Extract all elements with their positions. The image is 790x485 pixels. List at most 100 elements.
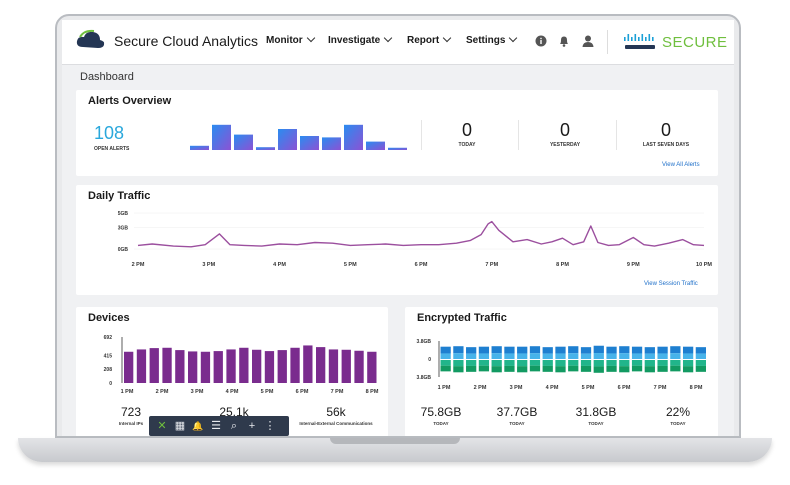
alerts-mini-bar[interactable] (190, 145, 209, 150)
enc-bar-lower-dark[interactable] (619, 366, 630, 373)
enc-bar-upper[interactable] (478, 346, 490, 354)
enc-bar-upper[interactable] (440, 346, 451, 354)
devices-bar[interactable] (200, 351, 211, 383)
devices-bar[interactable] (175, 350, 185, 383)
enc-bar-upper-light[interactable] (453, 353, 464, 359)
alerts-mini-bar[interactable] (366, 141, 385, 150)
close-x-icon[interactable]: ✕ (157, 420, 167, 432)
enc-bar-upper[interactable] (580, 347, 592, 354)
alerts-mini-bar[interactable] (212, 124, 231, 150)
enc-bar-lower[interactable] (453, 360, 464, 367)
enc-bar-upper[interactable] (593, 345, 604, 354)
devices-bar[interactable] (124, 351, 134, 383)
open-alerts-count[interactable]: 108 (94, 123, 125, 143)
enc-bar-upper-light[interactable] (529, 353, 541, 359)
nav-investigate[interactable]: Investigate (328, 33, 393, 46)
enc-bar-upper-light[interactable] (440, 353, 451, 359)
devices-bar[interactable] (188, 351, 198, 383)
enc-bar-lower[interactable] (631, 360, 643, 366)
enc-bar-lower-dark[interactable] (644, 366, 655, 373)
enc-bar-lower[interactable] (491, 360, 502, 367)
enc-bar-upper-light[interactable] (517, 353, 528, 359)
enc-bar-upper-light[interactable] (542, 353, 553, 359)
devices-bar[interactable] (213, 351, 223, 383)
enc-bar-lower[interactable] (466, 360, 477, 366)
devices-bar[interactable] (328, 349, 339, 383)
enc-bar-lower-dark[interactable] (682, 366, 694, 373)
enc-bar-lower-dark[interactable] (555, 366, 566, 373)
nav-settings[interactable]: Settings (466, 33, 518, 46)
enc-bar-lower[interactable] (695, 360, 706, 366)
enc-bar-upper[interactable] (568, 346, 579, 354)
enc-bar-lower-dark[interactable] (593, 366, 604, 373)
enc-bar-upper[interactable] (682, 346, 694, 354)
enc-bar-lower[interactable] (478, 360, 490, 366)
enc-bar-upper-light[interactable] (580, 353, 592, 359)
enc-bar-lower-dark[interactable] (542, 365, 553, 372)
enc-bar-upper[interactable] (517, 346, 528, 354)
enc-bar-lower-dark[interactable] (580, 365, 592, 372)
grid-icon[interactable]: ▦ (174, 420, 186, 432)
alerts-mini-bar[interactable] (300, 136, 319, 150)
enc-bar-lower-dark[interactable] (529, 365, 541, 372)
devices-bar[interactable] (264, 351, 275, 383)
enc-bar-upper[interactable] (657, 346, 668, 354)
enc-bar-lower[interactable] (440, 360, 451, 366)
devices-bar[interactable] (354, 350, 364, 383)
enc-bar-lower-dark[interactable] (478, 365, 490, 372)
enc-bar-upper-light[interactable] (619, 353, 630, 359)
enc-bar-lower-dark[interactable] (606, 365, 617, 372)
enc-bar-upper-light[interactable] (504, 353, 515, 359)
enc-bar-lower-dark[interactable] (440, 365, 451, 372)
enc-bar-upper-light[interactable] (466, 353, 477, 359)
enc-bar-lower-dark[interactable] (491, 366, 502, 373)
enc-bar-upper[interactable] (631, 346, 643, 354)
help-icon[interactable] (534, 34, 548, 48)
enc-bar-upper-light[interactable] (568, 353, 579, 359)
enc-bar-upper-light[interactable] (695, 353, 706, 359)
enc-bar-lower[interactable] (593, 360, 604, 367)
devices-bar[interactable] (367, 351, 377, 383)
enc-bar-upper-light[interactable] (478, 353, 490, 359)
alerts-mini-bar[interactable] (256, 147, 275, 150)
enc-bar-upper[interactable] (555, 346, 566, 354)
enc-bar-lower[interactable] (568, 360, 579, 366)
enc-bar-upper[interactable] (453, 346, 464, 354)
enc-bar-lower-dark[interactable] (657, 365, 668, 372)
enc-bar-lower-dark[interactable] (631, 365, 643, 372)
enc-bar-lower-dark[interactable] (466, 365, 477, 372)
enc-bar-lower-dark[interactable] (517, 366, 528, 373)
enc-bar-lower[interactable] (517, 360, 528, 367)
enc-bar-lower[interactable] (670, 360, 681, 366)
enc-bar-upper[interactable] (670, 346, 681, 354)
view-session-traffic-link[interactable]: View Session Traffic (644, 281, 698, 287)
search-window-icon[interactable]: ⌕ (230, 420, 238, 432)
enc-bar-lower-dark[interactable] (504, 365, 515, 372)
enc-bar-lower-dark[interactable] (670, 365, 681, 372)
enc-bar-upper-light[interactable] (631, 353, 643, 359)
enc-bar-upper[interactable] (644, 347, 655, 354)
devices-bar[interactable] (316, 347, 326, 383)
devices-bar[interactable] (290, 347, 300, 383)
daily-traffic-line[interactable] (137, 220, 705, 248)
enc-bar-lower[interactable] (619, 360, 630, 367)
alerts-mini-bar[interactable] (322, 137, 341, 150)
enc-bar-upper-light[interactable] (670, 353, 681, 359)
enc-bar-lower[interactable] (529, 360, 541, 366)
enc-bar-lower-dark[interactable] (568, 365, 579, 372)
alerts-mini-bar[interactable] (234, 134, 253, 150)
devices-bar[interactable] (239, 347, 249, 383)
user-icon[interactable] (581, 34, 595, 48)
nav-report[interactable]: Report (407, 33, 452, 46)
devices-bar[interactable] (252, 349, 262, 383)
devices-bar[interactable] (226, 349, 236, 383)
enc-bar-lower[interactable] (644, 360, 655, 367)
enc-bar-lower[interactable] (682, 360, 694, 367)
enc-bar-upper[interactable] (529, 346, 541, 354)
alerts-mini-bar[interactable] (344, 124, 363, 150)
enc-bar-lower[interactable] (555, 360, 566, 367)
enc-bar-upper-light[interactable] (491, 353, 502, 359)
list-icon[interactable]: ☰ (211, 420, 221, 432)
bell-icon[interactable] (557, 34, 571, 48)
enc-bar-upper[interactable] (491, 346, 502, 354)
